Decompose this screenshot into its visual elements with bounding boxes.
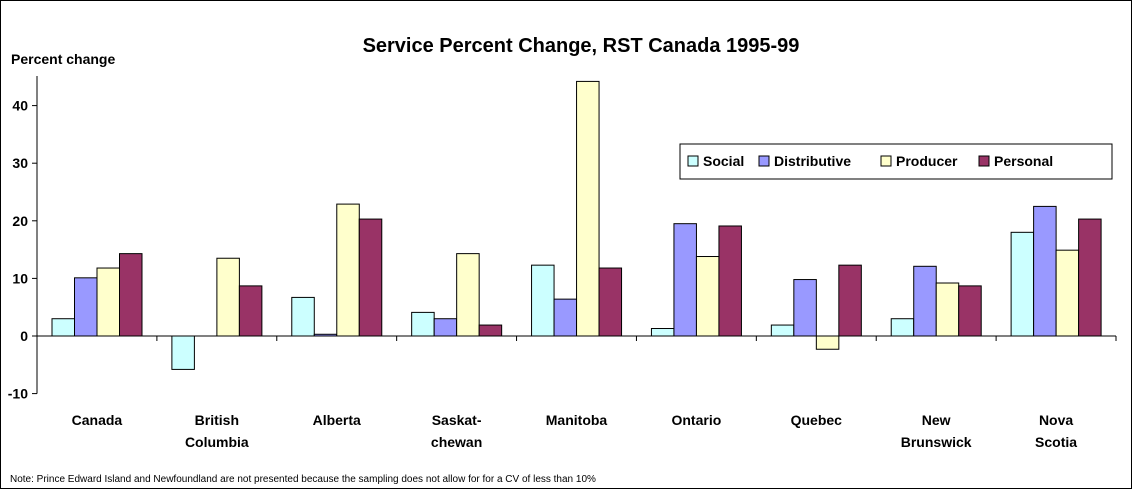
bar-producer — [576, 80, 600, 337]
bar-personal — [1078, 218, 1102, 337]
bar-distributive — [313, 333, 338, 337]
legend: Social Distributive Producer Personal — [679, 143, 1113, 180]
bar-producer — [96, 267, 120, 337]
y-tick-label: 20 — [12, 213, 28, 229]
legend-swatch-social — [687, 155, 699, 167]
category-label: Alberta — [313, 412, 361, 428]
y-axis-label: Percent change — [11, 51, 115, 67]
bar-personal — [958, 285, 982, 337]
bar-personal — [119, 253, 143, 337]
y-tick-label: 10 — [12, 270, 28, 286]
category-labels: Canada British Columbia Alberta Saskat-chewa… — [72, 412, 1078, 450]
bar-producer — [815, 335, 840, 350]
bar-distributive — [553, 298, 578, 337]
bar-social — [51, 318, 75, 337]
legend-label-distributive: Distributive — [774, 153, 851, 169]
bar-personal — [838, 264, 862, 337]
legend-label-social: Social — [703, 153, 744, 169]
legend-swatch-distributive — [758, 155, 770, 167]
bar-distributive — [913, 265, 937, 337]
bar-producer — [216, 257, 240, 337]
bar-producer — [456, 253, 480, 337]
category-label: New Brunswick — [901, 412, 972, 450]
category-label: British Columbia — [185, 412, 249, 450]
bar-social — [411, 311, 435, 337]
category-label: Manitoba — [546, 412, 608, 428]
y-tick-label: 30 — [12, 155, 28, 171]
category-label: Saskat-chewan — [431, 412, 482, 450]
footnote: Note: Prince Edward Island and Newfoundl… — [10, 474, 596, 485]
bar-personal — [358, 218, 383, 337]
legend-label-producer: Producer — [896, 153, 958, 169]
bar-personal — [478, 324, 503, 337]
category-label: Ontario — [671, 412, 721, 428]
legend-label-personal: Personal — [994, 153, 1053, 169]
bar-social — [171, 335, 195, 370]
bar-producer — [695, 256, 720, 337]
bar-personal — [718, 225, 742, 337]
bar-distributive — [673, 223, 697, 337]
bar-distributive — [793, 279, 817, 337]
bar-personal — [238, 285, 263, 337]
category-label: Nova Scotia — [1035, 412, 1077, 450]
y-tick-label: -10 — [8, 386, 28, 402]
chart-title: Service Percent Change, RST Canada 1995-… — [363, 35, 800, 57]
legend-box — [679, 143, 1113, 180]
bar-producer — [336, 203, 360, 337]
category-label: Quebec — [791, 412, 843, 428]
y-tick-labels: -10 0 10 20 30 40 — [8, 98, 28, 402]
bar-producer — [935, 282, 960, 337]
bar-distributive — [433, 318, 458, 337]
bar-social — [890, 318, 915, 337]
bar-social — [1010, 231, 1035, 337]
bars — [51, 80, 1102, 370]
bar-distributive — [74, 277, 98, 337]
legend-swatch-personal — [978, 155, 990, 167]
legend-swatch-producer — [880, 155, 892, 167]
bar-social — [650, 328, 675, 337]
bar-distributive — [1033, 205, 1057, 337]
bar-social — [770, 324, 795, 337]
y-tick-label: 0 — [20, 328, 28, 344]
bar-social — [531, 264, 555, 337]
category-label: Canada — [72, 412, 123, 428]
bar-personal — [598, 267, 623, 337]
y-tick-label: 40 — [12, 98, 28, 114]
bar-social — [291, 296, 315, 337]
bar-producer — [1055, 249, 1080, 337]
